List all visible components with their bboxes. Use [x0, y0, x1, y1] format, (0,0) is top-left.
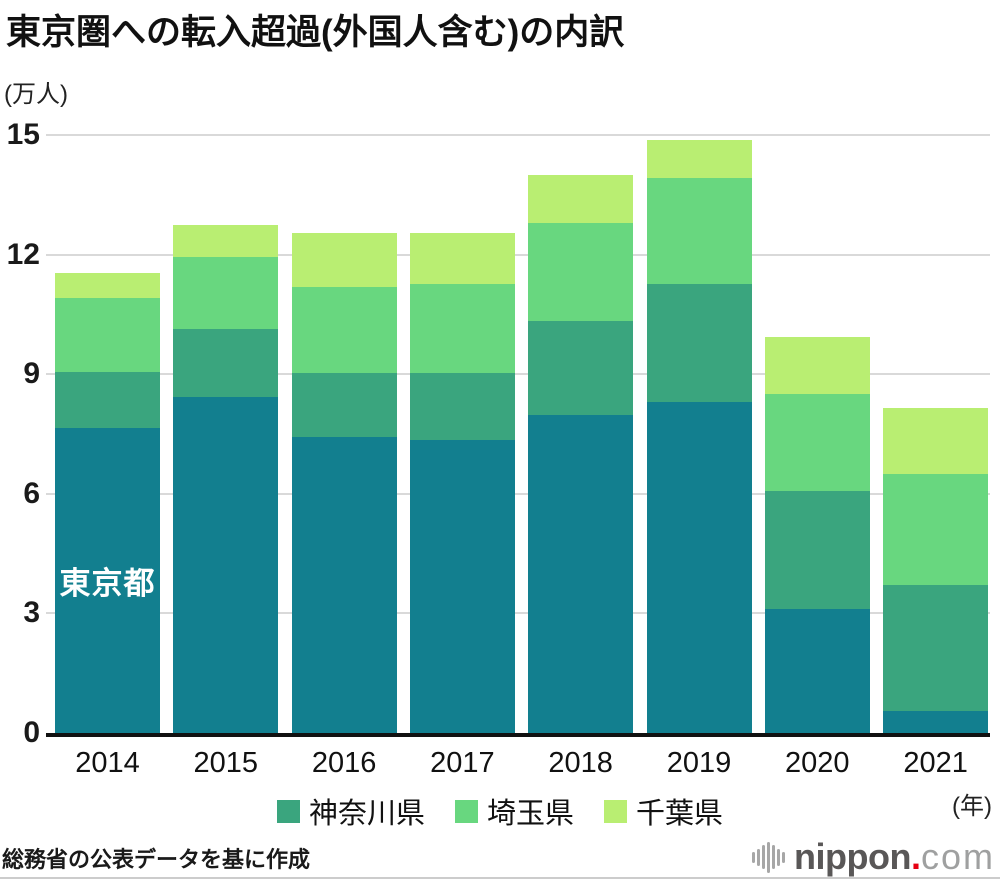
gridline-12 — [46, 253, 990, 256]
y-tick-label-3: 3 — [23, 596, 40, 630]
bar-segment-2014-chiba — [55, 272, 160, 299]
legend-item-kanagawa: 神奈川県 — [276, 790, 425, 832]
bar-segment-2015-kanagawa — [173, 329, 279, 397]
bar-segment-2018-saitama — [528, 222, 634, 322]
bar-segment-2017-kanagawa — [409, 373, 515, 440]
bar-segment-2015-tokyo — [173, 396, 279, 733]
bar-segment-2019-saitama — [646, 177, 752, 285]
x-tick-label-2017: 2017 — [430, 747, 495, 779]
bar-segment-2018-chiba — [528, 175, 634, 223]
bar-segment-2020-chiba — [764, 337, 870, 395]
x-tick-label-2020: 2020 — [785, 747, 850, 779]
legend: 神奈川県 埼玉県 千葉県 — [0, 790, 1000, 832]
bottom-divider-line — [0, 877, 1000, 879]
soundwave-bar-1 — [757, 848, 761, 866]
logo-text-nippon: nippon — [794, 836, 911, 877]
logo-text-com: com — [920, 836, 995, 877]
x-axis-unit-label: (年) — [952, 793, 992, 820]
soundwave-bar-3 — [767, 841, 771, 873]
x-tick-label-2019: 2019 — [666, 747, 732, 779]
bar-segment-2020-tokyo — [764, 609, 870, 733]
bar-segment-2021-chiba — [883, 407, 989, 474]
gridline-6 — [46, 492, 990, 495]
gridline-3 — [46, 612, 990, 615]
y-tick-label-15: 15 — [6, 118, 40, 151]
bar-segment-2017-saitama — [409, 284, 515, 373]
soundwave-bar-4 — [772, 845, 776, 869]
x-axis-line — [46, 733, 990, 737]
legend-swatch-kanagawa — [276, 799, 300, 823]
bar-segment-2016-saitama — [291, 286, 397, 373]
bar-segment-2019-chiba — [646, 139, 752, 178]
x-tick-label-2018: 2018 — [548, 747, 613, 779]
gridline-9 — [46, 373, 990, 376]
bar-segment-2014-saitama — [55, 298, 160, 373]
x-tick-label-2014: 2014 — [75, 747, 140, 779]
source-note: 総務省の公表データを基に作成 — [2, 847, 311, 872]
bar-segment-2017-tokyo — [409, 439, 515, 733]
bar-segment-2016-chiba — [291, 233, 397, 287]
legend-label-kanagawa: 神奈川県 — [308, 798, 425, 830]
bar-segment-2021-saitama — [883, 473, 989, 585]
soundwave-bar-2 — [762, 845, 766, 869]
y-axis-unit-label: (万人) — [4, 81, 68, 108]
soundwave-icon — [752, 841, 786, 873]
bar-segment-2019-tokyo — [646, 402, 752, 733]
y-tick-label-12: 12 — [6, 237, 40, 271]
tokyo-bar-label: 東京都 — [59, 566, 156, 601]
bar-segment-2015-saitama — [173, 256, 279, 330]
bar-segment-2016-kanagawa — [291, 373, 397, 438]
y-tick-label-6: 6 — [23, 476, 40, 510]
nippon-logo: nippon . com — [752, 836, 995, 878]
bar-segment-2019-kanagawa — [646, 284, 752, 403]
bar-segment-2021-tokyo — [883, 711, 989, 733]
legend-item-saitama: 埼玉県 — [454, 790, 574, 832]
y-tick-label-0: 0 — [23, 716, 40, 749]
gridline-15 — [46, 134, 990, 136]
soundwave-bar-6 — [782, 851, 786, 863]
legend-label-saitama: 埼玉県 — [486, 798, 574, 830]
bar-segment-2016-tokyo — [291, 437, 397, 733]
bar-segment-2014-kanagawa — [55, 372, 160, 429]
bar-segment-2018-kanagawa — [528, 321, 634, 415]
legend-swatch-saitama — [454, 799, 478, 823]
legend-swatch-chiba — [604, 799, 627, 823]
bar-segment-2015-chiba — [173, 225, 279, 257]
soundwave-bar-5 — [777, 848, 781, 866]
legend-label-chiba: 千葉県 — [636, 798, 724, 830]
bar-segment-2020-saitama — [764, 394, 870, 491]
bar-segment-2021-kanagawa — [883, 584, 989, 712]
x-tick-label-2021: 2021 — [903, 747, 968, 779]
bar-segment-2018-tokyo — [528, 414, 634, 733]
bar-segment-2014-tokyo: 東京都 — [55, 428, 160, 733]
bar-segment-2020-kanagawa — [764, 491, 870, 609]
chart-title: 東京圏への転入超過(外国人含む)の内訳 — [6, 13, 625, 52]
x-tick-label-2016: 2016 — [311, 747, 377, 779]
x-tick-label-2015: 2015 — [193, 747, 259, 779]
logo-dot: . — [910, 836, 921, 877]
bar-segment-2017-chiba — [409, 233, 515, 285]
legend-item-chiba: 千葉県 — [604, 790, 723, 832]
soundwave-bar-0 — [752, 851, 756, 863]
y-tick-label-9: 9 — [23, 357, 40, 391]
